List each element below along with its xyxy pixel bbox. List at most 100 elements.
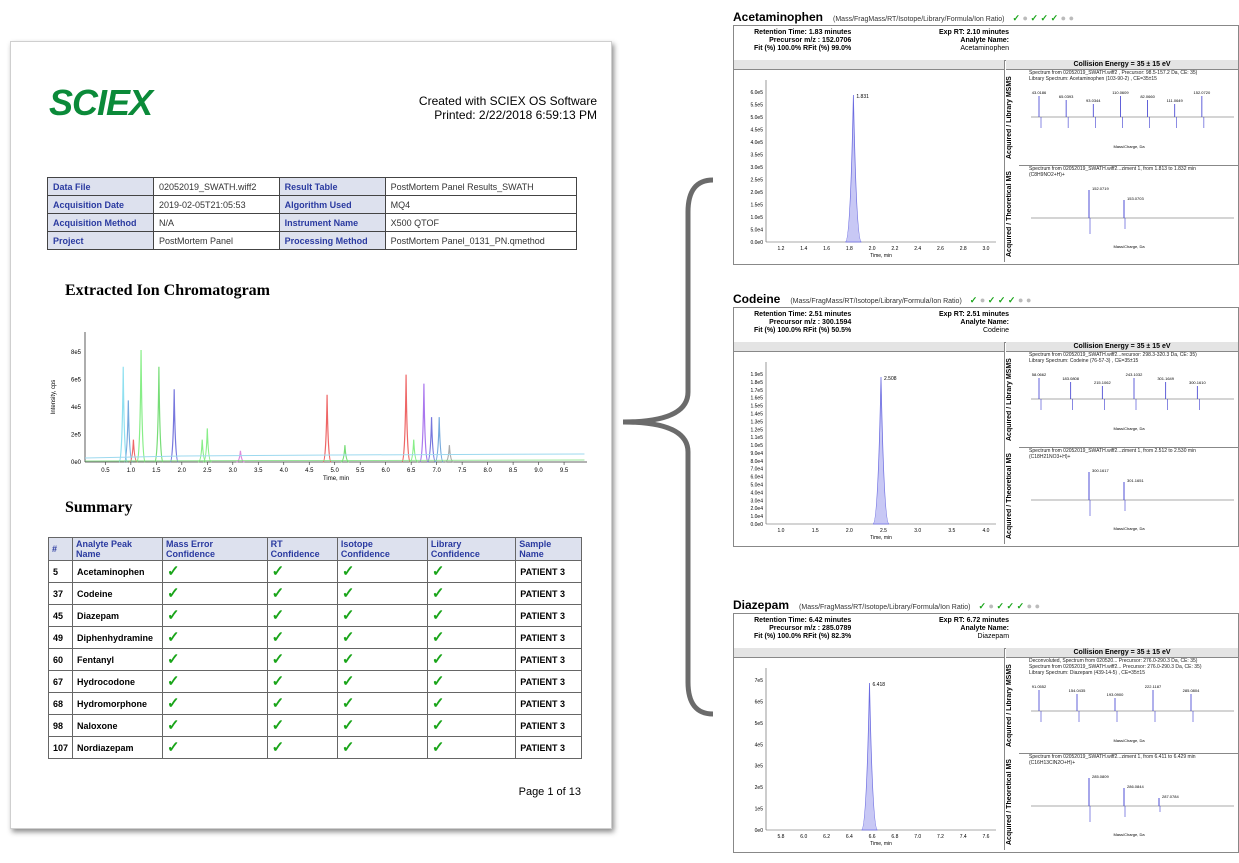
- sample-name: PATIENT 3: [515, 692, 582, 715]
- analyte-panel: Codeine (Mass/FragMass/RT/Isotope/Library…: [733, 292, 1239, 547]
- page-number: Page 1 of 13: [518, 786, 581, 798]
- x-tick-label: 2.0: [869, 246, 876, 252]
- theoretical-ms-label: Acquired / Theoretical MS: [1006, 171, 1013, 258]
- legend-entry: Spectrum from 02052019_SWATH.wiff2 , Pre…: [1029, 70, 1198, 76]
- peak-label: 2.508: [884, 376, 897, 382]
- x-tick-label: 2.0: [178, 468, 187, 474]
- x-tick-label: 5.8: [778, 834, 785, 840]
- library-spectrum: Deconvoluted, Spectrum from 020520... Pr…: [1019, 658, 1238, 754]
- summary-table: # Analyte Peak Name Mass Error Confidence R…: [47, 537, 582, 759]
- y-tick-label: 1.0e4: [750, 514, 763, 520]
- check-icon: ✓: [266, 692, 338, 715]
- x-tick-label: 1.0: [778, 528, 785, 534]
- legend-entry: Spectrum from 02052019_SWATH.wiff2...zim…: [1029, 166, 1196, 172]
- x-axis-label: Time, min: [323, 476, 349, 482]
- summary-row: 107 Nordiazepam ✓ ✓ ✓ ✓ PATIENT 3: [47, 736, 582, 759]
- legend-entry: Spectrum from 02052019_SWATH.wiff2...rec…: [1029, 352, 1197, 358]
- theoretical-spectrum: Spectrum from 02052019_SWATH.wiff2...zim…: [1019, 448, 1238, 545]
- row-number: 5: [47, 560, 74, 583]
- summary-row: 98 Naloxone ✓ ✓ ✓ ✓ PATIENT 3: [47, 714, 582, 737]
- meta-key: Data File: [47, 177, 154, 196]
- y-tick-label: 5.0e4: [750, 228, 763, 234]
- summary-row: 37 Codeine ✓ ✓ ✓ ✓ PATIENT 3: [47, 582, 582, 605]
- check-icon: ✓: [161, 560, 268, 583]
- check-icon: ✓: [266, 736, 338, 759]
- mass-axis-label: Mass/Charge, Da: [1113, 832, 1145, 837]
- panel-info: Retention Time: 6.42 minutes Precursor m/…: [734, 614, 1238, 649]
- theoretical-spectrum-plot: 285.0809 286.0844 287.0784 Mass/Charge, Da: [1031, 774, 1234, 837]
- analyte-name: Diazepam: [72, 604, 163, 627]
- sample-name: PATIENT 3: [515, 714, 582, 737]
- check-icon: ✓: [1016, 601, 1025, 611]
- theoretical-ms-label: Acquired / Theoretical MS: [1006, 759, 1013, 846]
- check-icon: ✓: [426, 692, 517, 715]
- x-tick-label: 1.0: [127, 468, 136, 474]
- panel-title: Codeine (Mass/FragMass/RT/Isotope/Library…: [733, 292, 1239, 306]
- x-tick-label: 4.5: [305, 468, 314, 474]
- meta-value: MQ4: [384, 195, 578, 214]
- check-icon: ✓: [336, 736, 428, 759]
- peak-mz-label: 193.0900: [1107, 692, 1124, 697]
- analyte-name: Diphenhydramine: [72, 626, 163, 649]
- analyte-name-label: Analyte Name:: [960, 625, 1010, 632]
- chromatogram-peak: [419, 383, 429, 463]
- theoretical-spectrum-plot: 152.0719 153.0703 Mass/Charge, Da: [1031, 186, 1234, 249]
- panel-title: Diazepam (Mass/FragMass/RT/Isotope/Librar…: [733, 598, 1239, 612]
- check-icon: ✓: [336, 560, 428, 583]
- chromatogram-peak: [322, 394, 332, 463]
- panel-info: Retention Time: 2.51 minutes Precursor m/…: [734, 308, 1238, 343]
- row-number: 107: [47, 736, 74, 759]
- check-icon: ✓: [266, 560, 338, 583]
- theoretical-spectrum: Spectrum from 02052019_SWATH.wiff2...zim…: [1019, 754, 1238, 851]
- x-tick-label: 6.6: [869, 834, 876, 840]
- y-tick-label: 1.2e5: [750, 427, 763, 433]
- row-number: 37: [47, 582, 74, 605]
- analyte-name-value: Codeine: [982, 327, 1010, 334]
- chromatogram-peak: [401, 374, 411, 463]
- peak-mz-label: 286.0844: [1127, 784, 1144, 789]
- x-tick-label: 7.6: [983, 834, 990, 840]
- peak-mz-label: 93.0344: [1086, 98, 1101, 103]
- check-icon: ✓: [987, 295, 996, 305]
- x-axis-label: Time, min: [870, 253, 892, 259]
- check-icon: ✓: [336, 626, 428, 649]
- library-spectrum-plot: 58.0662 183.0808 215.1062 243.1032 301.1649 3…: [1031, 372, 1234, 431]
- panel-info-left: Retention Time: 1.83 minutes Precursor m/…: [754, 29, 851, 53]
- check-icon: ✓: [161, 714, 268, 737]
- panel-info-right: Exp RT: 2.10 minutes Analyte Name: Acetami…: [939, 29, 1009, 53]
- analyte-name: Fentanyl: [72, 648, 163, 671]
- check-icon: ✓: [336, 670, 428, 693]
- library-legend: Spectrum from 02052019_SWATH.wiff2 , Pre…: [1019, 70, 1238, 82]
- x-tick-label: 1.4: [800, 246, 807, 252]
- row-number: 60: [47, 648, 74, 671]
- check-icon: ✓: [336, 692, 428, 715]
- legend-entry: Library Spectrum: Diazepam (439-14-5) , …: [1029, 670, 1145, 676]
- chromatogram-peak: [118, 366, 128, 463]
- check-icon: ✓: [161, 736, 268, 759]
- check-icon: ✓: [426, 714, 517, 737]
- y-tick-label: 7.0e4: [750, 467, 763, 473]
- check-icon: ✓: [161, 670, 268, 693]
- meta-value: X500 QTOF: [384, 213, 578, 232]
- chromatogram-peak: [154, 366, 164, 463]
- x-tick-label: 2.4: [914, 246, 921, 252]
- legend-entry: (C18H21NO3+H)+: [1029, 454, 1071, 460]
- peak-mz-label: 183.0808: [1062, 376, 1079, 381]
- chart-header-bar: [734, 60, 1005, 70]
- y-tick-label: 0e0: [755, 828, 764, 834]
- confidence-indicators: ✓ ● ✓ ✓ ✓ ● ●: [978, 601, 1040, 611]
- x-tick-label: 0.5: [101, 468, 110, 474]
- theoretical-legend: Spectrum from 02052019_SWATH.wiff2...zim…: [1019, 166, 1238, 178]
- x-tick-label: 6.4: [846, 834, 853, 840]
- retention-time: Retention Time: 6.42 minutes: [754, 617, 852, 624]
- report-page: SCIEX Created with SCIEX OS Software Pri…: [10, 41, 612, 829]
- x-tick-label: 7.0: [914, 834, 921, 840]
- y-tick-label: 1.1e5: [750, 435, 763, 441]
- peak-area: [861, 682, 878, 831]
- summary-header: #: [47, 537, 74, 561]
- summary-row: 45 Diazepam ✓ ✓ ✓ ✓ PATIENT 3: [47, 604, 582, 627]
- fit-values: Fit (%) 100.0% RFit (%) 99.0%: [754, 45, 852, 52]
- y-tick-label: 0.0e0: [750, 240, 763, 246]
- panel-info-left: Retention Time: 6.42 minutes Precursor m/…: [754, 617, 851, 641]
- legend-entry: Deconvoluted, Spectrum from 020520... Pr…: [1029, 658, 1198, 664]
